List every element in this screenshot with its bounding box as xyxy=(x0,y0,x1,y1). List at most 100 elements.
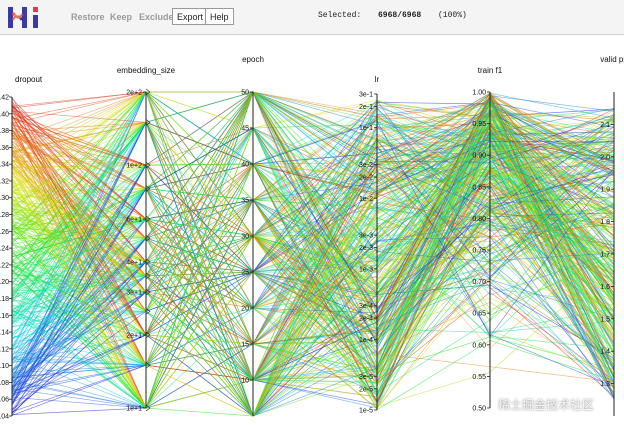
axis-title[interactable]: train f1 xyxy=(478,66,503,75)
data-line xyxy=(11,175,615,417)
parallel-coordinates-plot[interactable]: dropout 0.04 0.06 0.08 0.10 0.12 0.14 0.16 0.18 0… xyxy=(0,35,624,425)
data-line xyxy=(11,169,615,397)
data-line xyxy=(11,91,615,368)
hiplot-logo-icon xyxy=(8,7,38,28)
data-line xyxy=(11,114,615,381)
data-line xyxy=(11,108,615,340)
data-line xyxy=(11,178,615,409)
axis-lr[interactable]: lr 3e-1 2e-1 1e-1 3e-2 2e-2 1e-2 3e-3 2e-3 1e-3 3e… xyxy=(359,75,380,415)
value-mark xyxy=(145,88,151,96)
keep-button[interactable]: Keep xyxy=(105,8,137,25)
tick-label: 0.26 xyxy=(0,229,9,236)
data-line xyxy=(11,91,615,239)
data-line xyxy=(11,209,615,374)
axis-title[interactable]: lr xyxy=(375,75,380,84)
value-mark xyxy=(145,161,151,169)
tick-label: 2e-1 xyxy=(359,104,373,111)
tick-label: 1.7 xyxy=(600,252,610,259)
data-line xyxy=(11,170,615,381)
tick-label: 2.0 xyxy=(600,154,610,161)
data-line xyxy=(11,91,615,394)
tick-label: 0.80 xyxy=(472,216,486,223)
data-line xyxy=(11,91,615,331)
tick-label: 0.75 xyxy=(472,248,486,255)
tick-label: 2e+1 xyxy=(126,332,142,339)
data-line xyxy=(11,91,615,295)
data-line xyxy=(11,120,615,417)
data-line xyxy=(11,127,615,383)
tick-label: 0.16 xyxy=(0,313,9,320)
selected-count: 6968/6968 xyxy=(378,11,422,20)
data-line xyxy=(11,92,615,381)
restore-button[interactable]: Restore xyxy=(66,8,110,25)
tick-label: 2e-3 xyxy=(359,245,373,252)
tick-label: 0.42 xyxy=(0,95,9,102)
tick-label: 0.10 xyxy=(0,363,9,370)
tick-label: 3e-5 xyxy=(359,374,373,381)
tick-label: 2.1 xyxy=(600,122,610,129)
tick-label: 0.95 xyxy=(472,121,486,128)
help-button[interactable]: Help xyxy=(205,8,234,25)
tick-label: 4e+1 xyxy=(126,259,142,266)
data-line xyxy=(11,91,615,312)
tick-label: 3e-3 xyxy=(359,233,373,240)
data-line xyxy=(11,91,615,409)
tick-label: 0.70 xyxy=(472,279,486,286)
exclude-button[interactable]: Exclude xyxy=(134,8,179,25)
axis-title[interactable]: dropout xyxy=(15,75,43,84)
data-line xyxy=(11,127,615,414)
tick-label: 1e+1 xyxy=(126,406,142,413)
value-mark xyxy=(145,404,151,412)
tick-label: 0.22 xyxy=(0,262,9,269)
data-line xyxy=(11,124,615,381)
export-button[interactable]: Export xyxy=(172,8,209,25)
data-line xyxy=(11,128,615,381)
tick-label: 1e-3 xyxy=(359,266,373,273)
tick-label: 30 xyxy=(241,234,249,241)
tick-label: 1.6 xyxy=(600,284,610,291)
tick-label: 0.08 xyxy=(0,380,9,387)
tick-label: 0.20 xyxy=(0,279,9,286)
axis-embedding_size[interactable]: embedding_size 2e+2 1e+2 6e+1 4e+1 3e+1 2e+1 1e… xyxy=(117,66,176,413)
data-line xyxy=(11,147,615,381)
data-line xyxy=(11,100,615,376)
axis-train-f1[interactable]: train f1 1.00 0.95 0.90 0.85 0.80 0.75 0.70 0.65… xyxy=(472,66,502,413)
tick-label: 50 xyxy=(241,90,249,97)
tick-label: 0.85 xyxy=(472,184,486,191)
data-line xyxy=(11,91,615,300)
data-line xyxy=(11,132,615,273)
data-line xyxy=(11,94,615,336)
data-line xyxy=(11,127,615,407)
data-line xyxy=(11,104,615,381)
value-mark xyxy=(145,215,151,223)
tick-label: 0.65 xyxy=(472,311,486,318)
data-line xyxy=(11,115,615,334)
tick-label: 0.60 xyxy=(472,342,486,349)
data-line xyxy=(11,102,615,393)
tick-label: 0.14 xyxy=(0,330,9,337)
axis-epoch[interactable]: epoch 50 45 40 35 30 25 20 15 10 xyxy=(241,55,264,416)
value-mark xyxy=(145,119,151,126)
axis-title[interactable]: epoch xyxy=(242,55,264,64)
data-line xyxy=(11,95,615,417)
axis-title[interactable]: embedding_size xyxy=(117,66,176,75)
axis-title[interactable]: valid pp xyxy=(600,55,624,64)
tick-label: 0.18 xyxy=(0,296,9,303)
axis-valid-pp[interactable]: valid pp 2.1 2.0 1.9 1.8 1.7 1.6 1.5 1.4 1.3 xyxy=(600,55,624,416)
axis-dropout[interactable]: dropout 0.04 0.06 0.08 0.10 0.12 0.14 0.16 0.18 0… xyxy=(0,75,43,421)
data-line xyxy=(11,91,615,357)
data-line xyxy=(11,91,615,305)
data-line xyxy=(11,169,615,353)
selected-label: Selected: xyxy=(318,11,362,20)
data-line xyxy=(11,91,615,417)
data-line xyxy=(11,91,615,417)
tick-label: 0.12 xyxy=(0,346,9,353)
tick-label: 0.30 xyxy=(0,195,9,202)
tick-label: 1e-2 xyxy=(359,196,373,203)
value-mark xyxy=(145,234,151,242)
data-line xyxy=(11,93,615,252)
toolbar: Restore Keep Exclude Export Help Selecte… xyxy=(0,0,624,35)
tick-label: 1.8 xyxy=(600,219,610,226)
tick-label: 2e-2 xyxy=(359,175,373,182)
data-line xyxy=(11,133,615,371)
